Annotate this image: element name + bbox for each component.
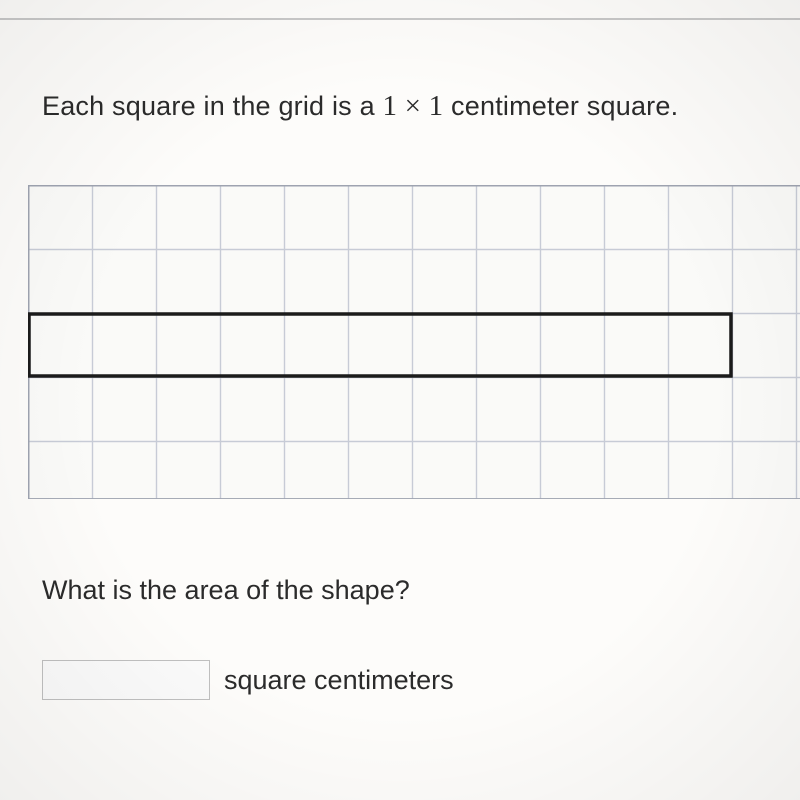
- prompt-math: 1 × 1: [383, 90, 444, 122]
- question-text: What is the area of the shape?: [42, 575, 410, 606]
- answer-row: square centimeters: [42, 660, 454, 700]
- answer-input[interactable]: [42, 660, 210, 700]
- top-rule: [0, 18, 800, 20]
- problem-prompt: Each square in the grid is a 1 × 1 centi…: [42, 90, 678, 123]
- prompt-pre: Each square in the grid is a: [42, 91, 383, 121]
- grid-svg: [28, 185, 800, 499]
- prompt-post: centimeter square.: [443, 91, 678, 121]
- grid-figure: [28, 185, 800, 498]
- answer-unit: square centimeters: [224, 665, 454, 696]
